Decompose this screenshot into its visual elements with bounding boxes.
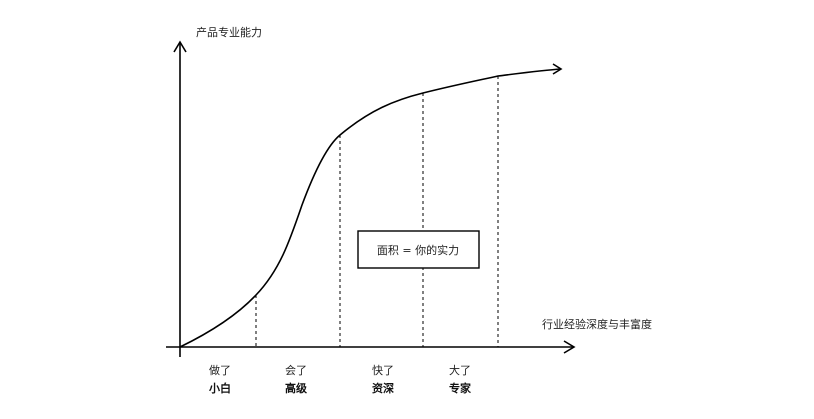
- stage-3-top: 快了: [372, 364, 394, 377]
- stage-4-bottom: 专家: [449, 381, 472, 395]
- x-axis-arrowhead: [563, 340, 576, 354]
- stage-1-bottom: 小白: [208, 381, 231, 395]
- stage-4-top: 大了: [449, 363, 471, 377]
- x-axis-label: 行业经验深度与丰富度: [542, 317, 652, 331]
- y-axis-arrowhead: [173, 40, 187, 53]
- ability-growth-curve: [179, 68, 562, 348]
- stage-1-top: 做了: [209, 363, 231, 377]
- stage-2-top: 会了: [285, 364, 307, 377]
- y-axis-label: 产品专业能力: [196, 25, 262, 39]
- area-label-box: [357, 230, 480, 269]
- stage-2-bottom: 高级: [285, 381, 308, 395]
- area-label-text: 面积 = 你的实力: [377, 243, 459, 257]
- curve-arrowhead: [552, 63, 563, 75]
- stage-3-bottom: 资深: [372, 381, 394, 395]
